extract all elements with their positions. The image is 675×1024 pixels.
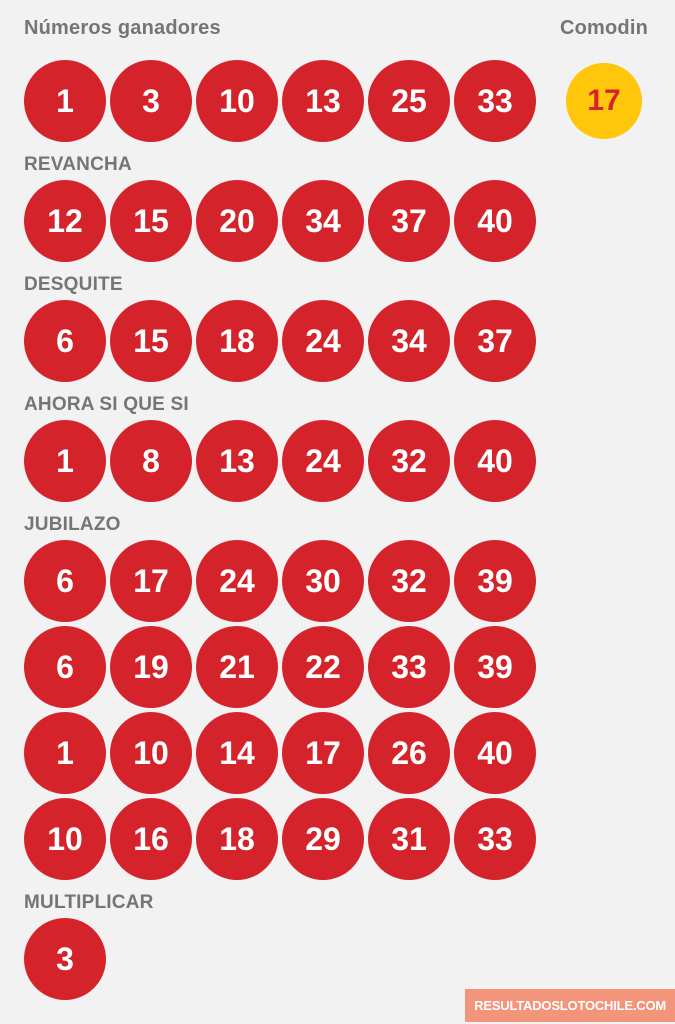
ball-row: 3 — [24, 918, 675, 1000]
number-ball: 33 — [454, 798, 536, 880]
number-ball: 26 — [368, 712, 450, 794]
number-ball: 40 — [454, 180, 536, 262]
comodin-ball: 17 — [565, 63, 642, 139]
number-ball: 30 — [282, 540, 364, 622]
number-ball: 31 — [368, 798, 450, 880]
lottery-results-page: Números ganadores 1 3 10 13 25 33 Comodin 17 … — [24, 16, 675, 1000]
number-ball: 20 — [196, 180, 278, 262]
ball-row: 12 15 20 34 37 40 — [24, 180, 675, 262]
section-desquite: DESQUITE 6 15 18 24 34 37 — [24, 274, 675, 382]
ball-row: 1 10 14 17 26 40 — [24, 712, 675, 794]
number-ball: 39 — [454, 540, 536, 622]
ball-row: 6 19 21 22 33 39 — [24, 626, 675, 708]
watermark-logo: RESULTADOSLOTOCHILE.COM — [465, 989, 675, 1022]
section-title: JUBILAZO — [24, 514, 121, 535]
number-ball: 22 — [282, 626, 364, 708]
ball-row: 6 17 24 30 32 39 — [24, 540, 675, 622]
number-ball: 39 — [454, 626, 536, 708]
section-jubilazo: JUBILAZO 6 17 24 30 32 39 6 19 21 22 33 39 1 10 14 17 26 4… — [24, 514, 675, 880]
number-ball: 12 — [24, 180, 106, 262]
number-ball: 21 — [196, 626, 278, 708]
winning-numbers-block: Números ganadores 1 3 10 13 25 33 — [24, 16, 536, 142]
section-ahora-si-que-si: AHORA SI QUE SI 1 8 13 24 32 40 — [24, 394, 675, 502]
number-ball: 19 — [110, 626, 192, 708]
number-ball: 6 — [24, 300, 106, 382]
number-ball: 10 — [24, 798, 106, 880]
ball-row: 6 15 18 24 34 37 — [24, 300, 675, 382]
number-ball: 17 — [110, 540, 192, 622]
number-ball: 13 — [282, 60, 364, 142]
number-ball: 34 — [368, 300, 450, 382]
number-ball: 3 — [110, 60, 192, 142]
number-ball: 17 — [282, 712, 364, 794]
section-title: REVANCHA — [24, 154, 132, 175]
section-title: AHORA SI QUE SI — [24, 394, 189, 415]
number-ball: 24 — [282, 420, 364, 502]
number-ball: 34 — [282, 180, 364, 262]
number-ball: 32 — [368, 420, 450, 502]
number-ball: 37 — [368, 180, 450, 262]
number-ball: 15 — [110, 180, 192, 262]
number-ball: 8 — [110, 420, 192, 502]
number-ball: 3 — [24, 918, 106, 1000]
sections: REVANCHA 12 15 20 34 37 40 DESQUITE 6 15 18 24 34 37 A… — [24, 154, 675, 1000]
number-ball: 37 — [454, 300, 536, 382]
number-ball: 24 — [196, 540, 278, 622]
number-ball: 18 — [196, 300, 278, 382]
number-ball: 10 — [110, 712, 192, 794]
number-ball: 14 — [196, 712, 278, 794]
number-ball: 15 — [110, 300, 192, 382]
number-ball: 33 — [368, 626, 450, 708]
number-ball: 16 — [110, 798, 192, 880]
number-ball: 10 — [196, 60, 278, 142]
ball-row: 1 8 13 24 32 40 — [24, 420, 675, 502]
number-ball: 32 — [368, 540, 450, 622]
number-ball: 40 — [454, 420, 536, 502]
ball-row: 10 16 18 29 31 33 — [24, 798, 675, 880]
section-title: DESQUITE — [24, 274, 123, 295]
section-multiplicar: MULTIPLICAR 3 — [24, 892, 675, 1000]
comodin-label: Comodin — [559, 17, 648, 39]
number-ball: 18 — [196, 798, 278, 880]
number-ball: 13 — [196, 420, 278, 502]
number-ball: 33 — [454, 60, 536, 142]
number-ball: 6 — [24, 626, 106, 708]
section-revancha: REVANCHA 12 15 20 34 37 40 — [24, 154, 675, 262]
page-title: Números ganadores — [24, 17, 221, 39]
winning-numbers-row: 1 3 10 13 25 33 — [24, 60, 536, 142]
number-ball: 1 — [24, 60, 106, 142]
number-ball: 40 — [454, 712, 536, 794]
number-ball: 25 — [368, 60, 450, 142]
section-title: MULTIPLICAR — [24, 892, 154, 913]
number-ball: 29 — [282, 798, 364, 880]
number-ball: 6 — [24, 540, 106, 622]
winning-numbers-header-row: Números ganadores 1 3 10 13 25 33 Comodin 17 — [24, 16, 675, 142]
comodin-block: Comodin 17 — [560, 16, 648, 139]
number-ball: 1 — [24, 420, 106, 502]
number-ball: 1 — [24, 712, 106, 794]
number-ball: 24 — [282, 300, 364, 382]
